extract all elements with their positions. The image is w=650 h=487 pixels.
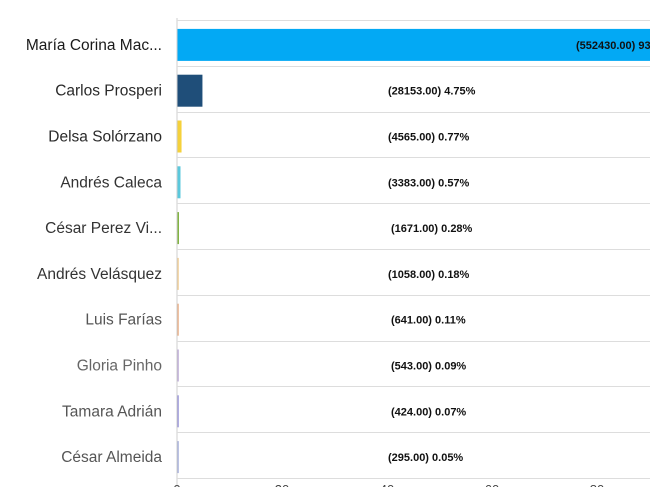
category-label: Gloria Pinho: [77, 358, 162, 375]
x-tick-label: 60: [485, 482, 499, 487]
bar: [177, 257, 179, 290]
data-label: (424.00) 0.07%: [391, 406, 466, 418]
category-label: Carlos Prosperi: [55, 83, 162, 100]
category-labels: María Corina Mac... Carlos Prosperi Delsa …: [26, 37, 162, 466]
grid-lines: [176, 18, 650, 487]
bar: [177, 303, 179, 336]
category-label: María Corina Mac...: [26, 37, 162, 54]
bar: [177, 212, 179, 245]
bar: [177, 166, 181, 199]
bar: [177, 441, 179, 474]
data-label: (1058.00) 0.18%: [388, 269, 470, 281]
data-label: (4565.00) 0.77%: [388, 132, 470, 144]
data-label: (295.00) 0.05%: [388, 452, 463, 464]
x-tick-label: 80: [590, 482, 604, 487]
category-label: César Perez Vi...: [45, 220, 162, 237]
data-label: (28153.00) 4.75%: [388, 86, 476, 98]
bars: [177, 28, 650, 474]
x-tick-labels: 0 20 40 60 80: [173, 482, 604, 487]
category-label: Tamara Adrián: [62, 403, 162, 420]
data-labels: (552430.00) 93 (28153.00) 4.75% (4565.00) …: [388, 40, 650, 464]
category-label: César Almeida: [61, 449, 162, 466]
x-tick-label: 0: [173, 482, 180, 487]
bar: [177, 28, 650, 61]
data-label: (3383.00) 0.57%: [388, 177, 470, 189]
category-label: Delsa Solórzano: [48, 129, 162, 146]
data-label: (552430.00) 93: [576, 40, 650, 52]
category-label: Luis Farías: [85, 312, 162, 329]
bar: [177, 74, 203, 107]
bar: [177, 349, 179, 382]
bar: [177, 395, 179, 428]
category-label: Andrés Caleca: [60, 174, 162, 191]
bar: [177, 120, 182, 153]
data-label: (1671.00) 0.28%: [391, 223, 473, 235]
x-tick-label: 20: [275, 482, 289, 487]
category-label: Andrés Velásquez: [37, 266, 162, 283]
data-label: (543.00) 0.09%: [391, 361, 466, 373]
data-label: (641.00) 0.11%: [391, 315, 466, 327]
x-tick-label: 40: [380, 482, 394, 487]
